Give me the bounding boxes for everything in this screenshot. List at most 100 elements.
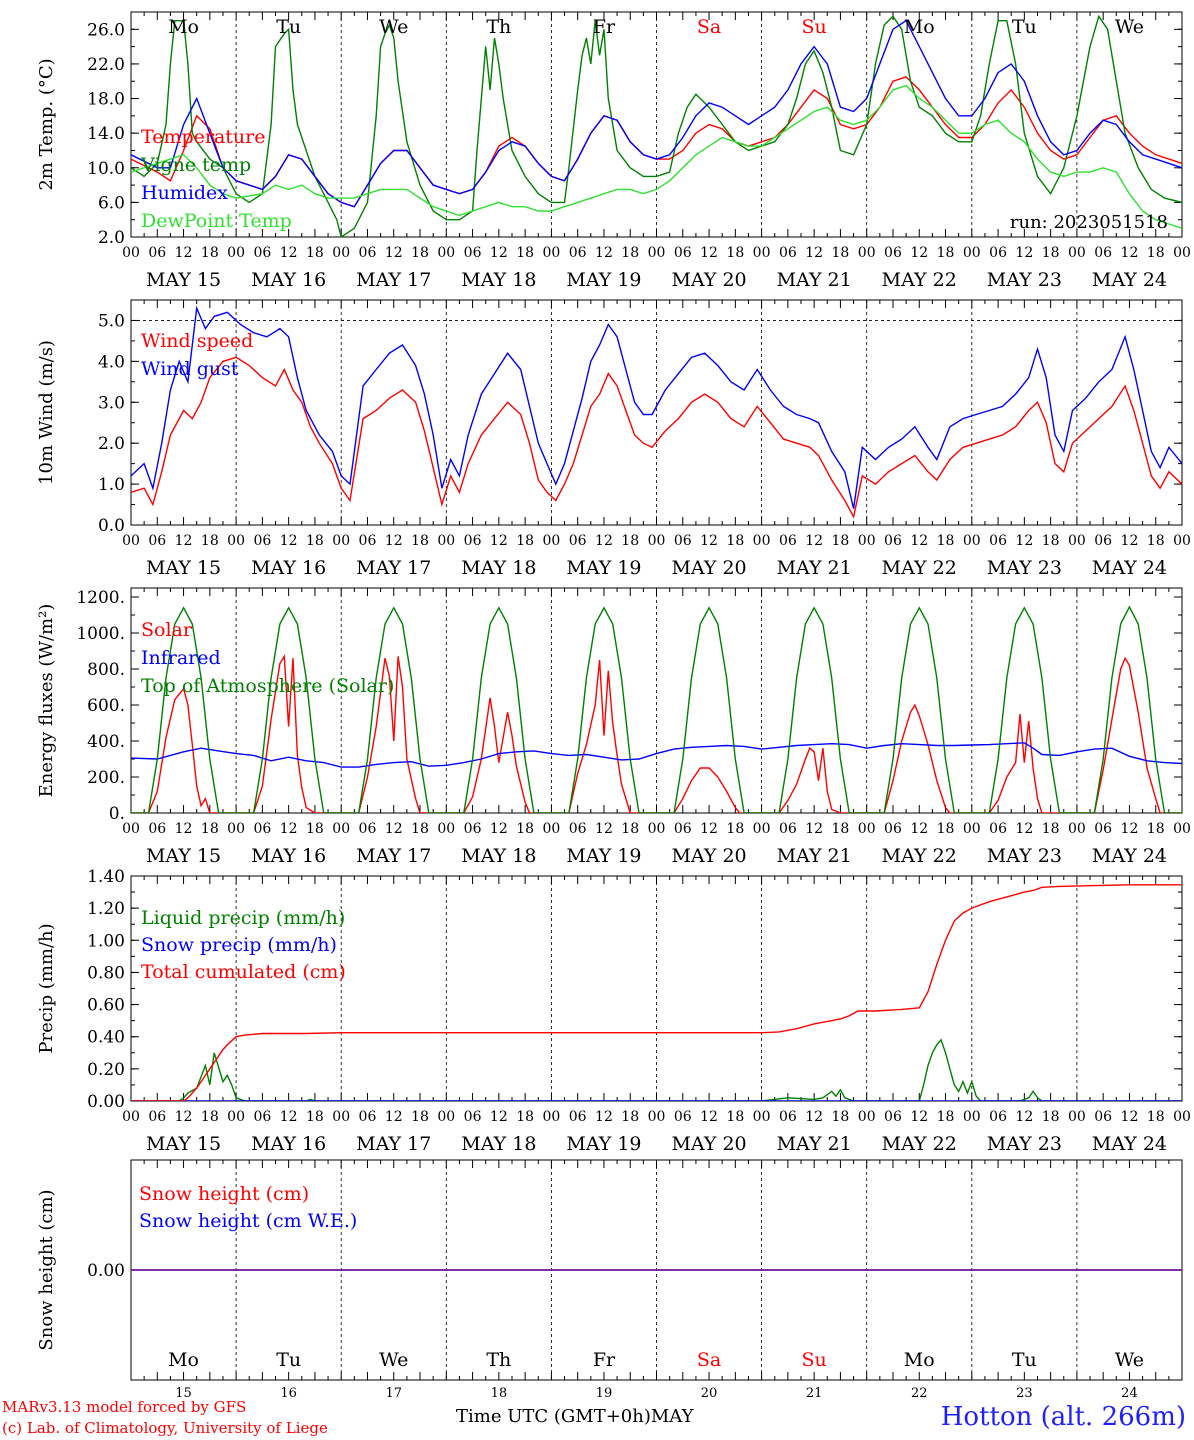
weekday-label: Su [802, 1349, 827, 1371]
hour-tick-label: 18 [516, 245, 534, 261]
date-label: MAY 15 [146, 557, 221, 579]
series-line-2 [131, 742, 1182, 768]
hour-tick-label: 12 [490, 1109, 508, 1125]
hour-tick-label: 00 [1173, 533, 1191, 549]
hour-tick-label: 00 [648, 245, 666, 261]
date-label: MAY 16 [251, 269, 326, 291]
chart-panel-2: 0.0 1.0 2.0 3.0 4.0 5.0 10m Wind (m/s) Wind spe… [36, 299, 1191, 579]
hour-tick-label: 00 [648, 533, 666, 549]
hour-tick-label: 00 [227, 533, 245, 549]
hour-tick-label: 00 [542, 821, 560, 837]
model-credit: MARv3.13 model forced by GFS [2, 1398, 247, 1416]
date-label: MAY 16 [251, 845, 326, 867]
legend-entry: Snow precip (mm/h) [141, 934, 337, 956]
hour-tick-label: 18 [411, 1109, 429, 1125]
hour-tick-label: 12 [1015, 533, 1033, 549]
day-number-label: 15 [175, 1386, 192, 1401]
hour-tick-label: 06 [148, 821, 166, 837]
hour-tick-label: 12 [1015, 821, 1033, 837]
date-label: MAY 20 [671, 557, 746, 579]
y-tick-label: 0.40 [87, 1028, 125, 1048]
hour-tick-label: 12 [700, 821, 718, 837]
date-label: MAY 22 [882, 269, 957, 291]
day-number-label: 21 [806, 1386, 823, 1401]
hour-tick-label: 06 [148, 245, 166, 261]
hour-tick-label: 12 [175, 821, 193, 837]
hour-tick-label: 18 [621, 245, 639, 261]
hour-tick-label: 18 [1147, 1109, 1165, 1125]
hour-tick-label: 12 [385, 1109, 403, 1125]
y-tick-label: 10.0 [87, 159, 125, 179]
hour-tick-label: 06 [884, 533, 902, 549]
hour-tick-label: 00 [1068, 533, 1086, 549]
x-axis-title: Time UTC (GMT+0h)MAY [456, 1406, 693, 1427]
station-label: Hotton (alt. 266m) [940, 1402, 1186, 1432]
date-label: MAY 19 [566, 845, 641, 867]
plot-frame [130, 587, 1183, 814]
y-axis-label: 2m Temp. (°C) [36, 58, 57, 190]
plot-frame [130, 11, 1183, 238]
legend-entry: Wind gust [141, 358, 239, 380]
hour-tick-label: 18 [306, 821, 324, 837]
plot-frame [130, 299, 1183, 526]
hour-tick-label: 06 [674, 1109, 692, 1125]
date-label: MAY 21 [777, 1133, 852, 1155]
hour-tick-label: 12 [595, 821, 613, 837]
hour-tick-label: 12 [385, 533, 403, 549]
hour-tick-label: 12 [595, 245, 613, 261]
hour-tick-label: 06 [674, 245, 692, 261]
hour-tick-label: 06 [464, 245, 482, 261]
hour-tick-label: 00 [963, 1109, 981, 1125]
hour-tick-label: 18 [937, 821, 955, 837]
hour-tick-label: 18 [937, 533, 955, 549]
hour-tick-label: 00 [437, 821, 455, 837]
hour-tick-label: 06 [989, 245, 1007, 261]
hour-tick-label: 12 [280, 1109, 298, 1125]
hour-tick-label: 06 [464, 821, 482, 837]
hour-tick-label: 06 [674, 821, 692, 837]
hour-tick-label: 00 [753, 533, 771, 549]
hour-tick-label: 00 [858, 1109, 876, 1125]
y-tick-label: 0.00 [87, 1092, 125, 1112]
hour-tick-label: 00 [858, 533, 876, 549]
hour-tick-label: 12 [490, 533, 508, 549]
hour-tick-label: 00 [1173, 1109, 1191, 1125]
hour-tick-label: 12 [805, 1109, 823, 1125]
hour-tick-label: 00 [122, 1109, 140, 1125]
hour-tick-label: 12 [1015, 245, 1033, 261]
weekday-label: Tu [276, 16, 301, 38]
hour-tick-label: 00 [1068, 821, 1086, 837]
series-line-3 [131, 884, 1182, 1101]
legend-entry: Total cumulated (cm) [141, 961, 346, 983]
chart-panel-1: 2.0 6.0 10.0 14.0 18.0 22.0 26.0 2m Temp. (°C) T… [36, 11, 1191, 291]
date-label: MAY 16 [251, 557, 326, 579]
hour-tick-label: 06 [989, 1109, 1007, 1125]
hour-tick-label: 00 [332, 533, 350, 549]
day-number-label: 24 [1121, 1386, 1138, 1401]
hour-tick-label: 18 [1042, 533, 1060, 549]
hour-tick-label: 12 [1121, 533, 1139, 549]
hour-tick-label: 00 [332, 821, 350, 837]
hour-tick-label: 18 [1147, 533, 1165, 549]
series-line-2 [131, 14, 1182, 237]
hour-tick-label: 12 [595, 533, 613, 549]
hour-tick-label: 12 [1121, 821, 1139, 837]
y-tick-label: 0.0 [98, 516, 125, 536]
y-axis-label: 10m Wind (m/s) [36, 340, 57, 485]
hour-tick-label: 18 [832, 245, 850, 261]
hour-tick-label: 06 [884, 821, 902, 837]
hour-tick-label: 00 [1068, 245, 1086, 261]
weekday-label: Fr [593, 16, 616, 38]
weekday-label: We [1115, 1349, 1144, 1371]
y-tick-label: 1.20 [87, 899, 125, 919]
date-label: MAY 24 [1092, 269, 1167, 291]
hour-tick-label: 18 [516, 1109, 534, 1125]
hour-tick-label: 06 [253, 1109, 271, 1125]
hour-tick-label: 00 [227, 821, 245, 837]
y-tick-label: 800. [87, 660, 125, 680]
hour-tick-label: 06 [569, 245, 587, 261]
weekday-label: Sa [697, 1349, 721, 1371]
y-tick-label: 600. [87, 696, 125, 716]
hour-tick-label: 00 [542, 1109, 560, 1125]
